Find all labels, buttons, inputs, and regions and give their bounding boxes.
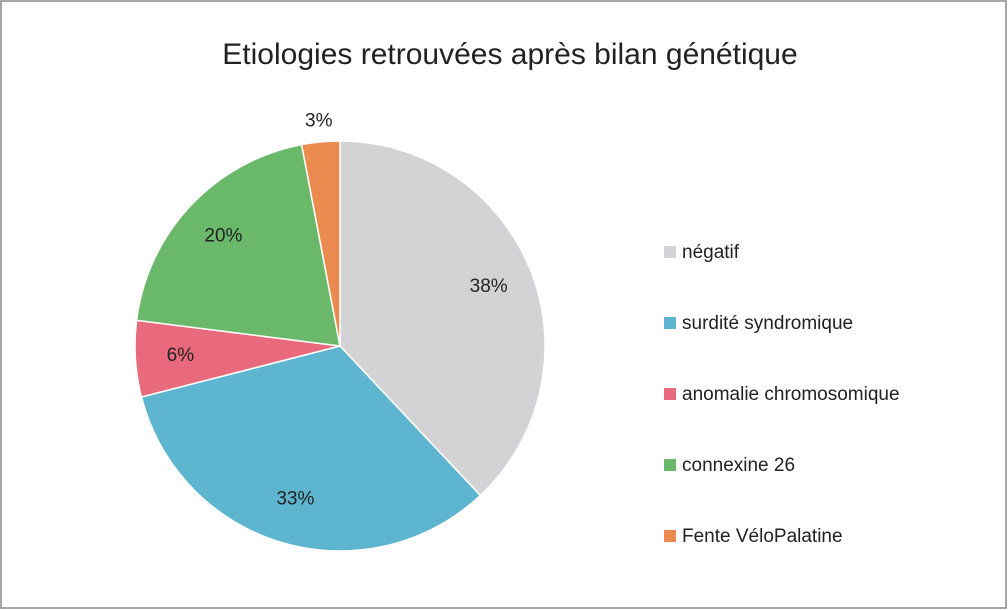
legend-label: surdité syndromique xyxy=(682,313,853,334)
data-label: 38% xyxy=(470,276,508,297)
legend-label: négatif xyxy=(682,242,740,263)
legend-swatch xyxy=(664,246,676,258)
legend-label: connexine 26 xyxy=(682,455,795,476)
legend-swatch xyxy=(664,317,676,329)
pie-slice xyxy=(140,345,482,552)
legend-label: anomalie chromosomique xyxy=(682,384,900,405)
chart-title: Etiologies retrouvées après bilan généti… xyxy=(222,38,797,71)
pie-slice xyxy=(300,140,341,347)
data-label: 6% xyxy=(167,345,195,366)
legend-swatch xyxy=(664,459,676,471)
data-label: 3% xyxy=(305,111,333,132)
data-label: 20% xyxy=(204,226,242,247)
pie-slice xyxy=(135,143,341,347)
pie-slice xyxy=(339,140,546,497)
legend-swatch xyxy=(664,388,676,400)
legend-label: Fente VéloPalatine xyxy=(682,526,843,547)
legend-swatch xyxy=(664,530,676,542)
data-label: 33% xyxy=(276,489,314,510)
